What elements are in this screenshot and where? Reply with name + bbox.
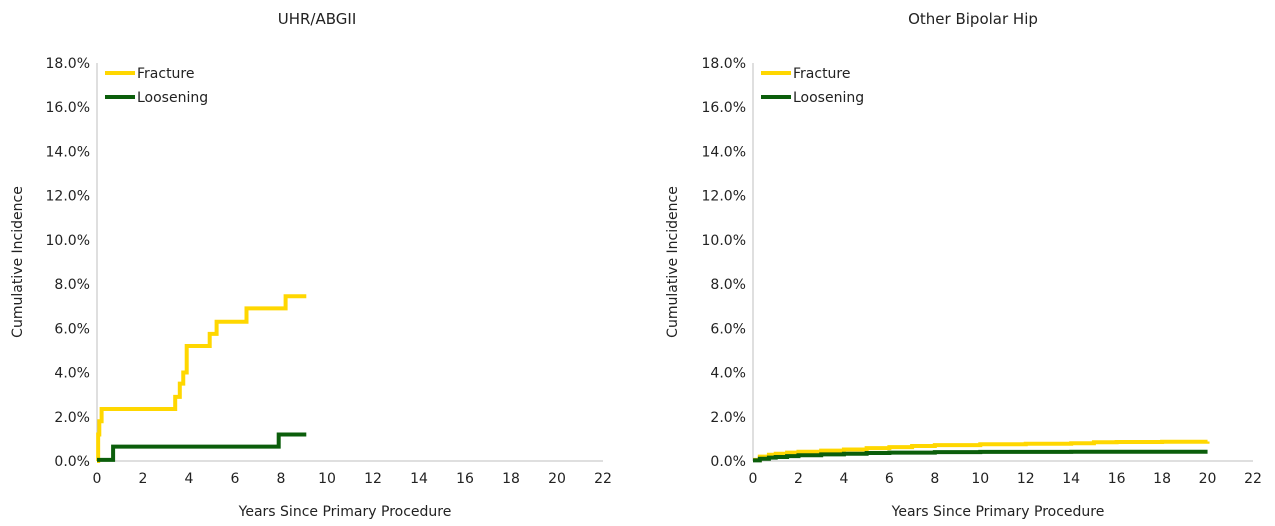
x-tick-label: 16 <box>456 471 474 487</box>
y-tick-label: 0.0% <box>54 454 90 470</box>
y-tick-label: 4.0% <box>54 366 90 382</box>
x-axis-label: Years Since Primary Procedure <box>238 504 452 520</box>
y-tick-label: 16.0% <box>702 100 746 116</box>
legend-label: Fracture <box>137 66 195 82</box>
chart-title: Other Bipolar Hip <box>908 10 1038 28</box>
chart-uhr-abgii: UHR/ABGII 0.0% 2.0% 4.0% 6.0% 8.0% 10.0% 12.0% 1… <box>10 10 612 520</box>
series-line-loosening <box>97 432 307 462</box>
y-tick-label: 16.0% <box>46 100 90 116</box>
x-tick-label: 22 <box>594 471 612 487</box>
y-axis-label: Cumulative Incidence <box>665 186 681 338</box>
y-tick-label: 6.0% <box>54 321 90 337</box>
legend-label: Fracture <box>793 66 851 82</box>
series-line-fracture <box>753 439 1210 462</box>
x-tick-label: 6 <box>885 471 894 487</box>
x-tick-label: 0 <box>93 471 102 487</box>
x-tick-label: 8 <box>930 471 939 487</box>
x-tick-label: 4 <box>185 471 194 487</box>
x-tick-label: 20 <box>1199 471 1217 487</box>
x-tick-label: 8 <box>277 471 286 487</box>
x-tick-label: 12 <box>364 471 382 487</box>
x-tick-label: 12 <box>1017 471 1035 487</box>
chart-panel-left: UHR/ABGII 0.0% 2.0% 4.0% 6.0% 8.0% 10.0% 12.0% 1… <box>0 0 630 526</box>
y-tick-label: 14.0% <box>702 144 746 160</box>
y-tick-label: 14.0% <box>46 144 90 160</box>
x-tick-label: 18 <box>502 471 520 487</box>
y-tick-label: 18.0% <box>702 56 746 72</box>
legend-label: Loosening <box>137 90 208 106</box>
y-tick-label: 10.0% <box>46 233 90 249</box>
y-tick-label: 6.0% <box>710 321 746 337</box>
y-axis-label: Cumulative Incidence <box>10 186 26 338</box>
x-tick-label: 16 <box>1108 471 1126 487</box>
x-tick-label: 20 <box>548 471 566 487</box>
x-tick-label: 0 <box>749 471 758 487</box>
x-tick-label: 22 <box>1244 471 1262 487</box>
x-axis-label: Years Since Primary Procedure <box>891 504 1105 520</box>
y-tick-label: 18.0% <box>46 56 90 72</box>
series-line-loosening <box>753 449 1208 463</box>
x-tick-label: 18 <box>1153 471 1171 487</box>
y-tick-label: 12.0% <box>702 189 746 205</box>
x-tick-label: 6 <box>231 471 240 487</box>
chart-panel-right: Other Bipolar Hip 0.0% 2.0% 4.0% 6.0% 8.0% 10.… <box>655 0 1275 526</box>
x-tick-label: 14 <box>410 471 428 487</box>
legend-label: Loosening <box>793 90 864 106</box>
chart-other-bipolar-hip: Other Bipolar Hip 0.0% 2.0% 4.0% 6.0% 8.0% 10.… <box>665 10 1262 520</box>
x-tick-label: 10 <box>318 471 336 487</box>
chart-title: UHR/ABGII <box>278 10 357 28</box>
x-tick-label: 2 <box>794 471 803 487</box>
y-tick-label: 12.0% <box>46 189 90 205</box>
x-tick-label: 14 <box>1062 471 1080 487</box>
y-tick-label: 2.0% <box>54 410 90 426</box>
y-tick-label: 0.0% <box>710 454 746 470</box>
y-tick-label: 8.0% <box>54 277 90 293</box>
y-tick-label: 8.0% <box>710 277 746 293</box>
x-tick-label: 10 <box>971 471 989 487</box>
y-tick-label: 10.0% <box>702 233 746 249</box>
x-tick-label: 4 <box>839 471 848 487</box>
y-tick-label: 2.0% <box>710 410 746 426</box>
y-tick-label: 4.0% <box>710 366 746 382</box>
x-tick-label: 2 <box>139 471 148 487</box>
series-line-fracture <box>96 294 307 463</box>
